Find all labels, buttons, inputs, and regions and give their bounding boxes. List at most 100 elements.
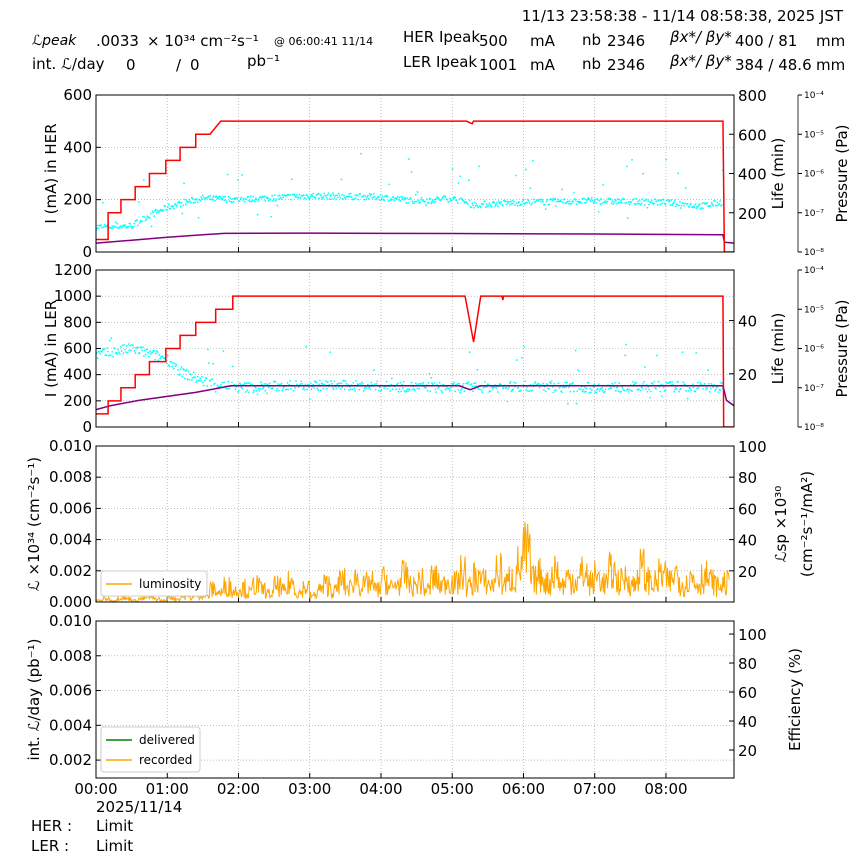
pressure-point bbox=[630, 201, 633, 203]
pressure-point bbox=[357, 198, 360, 201]
pressure-point bbox=[234, 388, 237, 391]
pressure-point bbox=[162, 209, 165, 212]
pressure-point bbox=[626, 388, 629, 391]
pressure-point bbox=[636, 202, 639, 205]
pressure-point bbox=[273, 194, 276, 197]
pressure-point bbox=[554, 197, 557, 200]
pressure-point bbox=[267, 386, 270, 389]
pressure-point bbox=[459, 175, 462, 178]
pressure-point bbox=[166, 354, 169, 357]
pressure-point bbox=[378, 389, 380, 392]
y-right-tick-label: 600 bbox=[738, 126, 767, 144]
pressure-point bbox=[494, 205, 497, 207]
pressure-point bbox=[194, 201, 197, 204]
y-tick-label: 0 bbox=[82, 243, 92, 261]
pressure-axis-label: Pressure (Pa) bbox=[833, 124, 851, 222]
pressure-point bbox=[682, 381, 685, 384]
pressure-point bbox=[679, 200, 681, 203]
pressure-point bbox=[664, 203, 667, 206]
y-right-tick-label: 40 bbox=[738, 313, 757, 331]
pressure-point bbox=[493, 202, 496, 205]
pressure-point bbox=[299, 383, 302, 386]
pressure-point bbox=[306, 194, 309, 196]
plot-frame bbox=[95, 445, 735, 603]
pressure-point bbox=[518, 201, 521, 203]
pressure-point bbox=[366, 196, 368, 199]
pressure-point bbox=[477, 387, 480, 390]
pressure-point bbox=[407, 202, 409, 204]
pressure-point bbox=[510, 202, 513, 205]
pressure-point bbox=[610, 386, 613, 389]
pressure-point bbox=[560, 200, 562, 203]
pressure-point bbox=[232, 200, 235, 203]
pressure-point bbox=[272, 386, 274, 389]
panel-lumi: 0.000 0.002 0.004 0.006 0.008 0.010 20 40 60 80 10… bbox=[25, 437, 816, 611]
pressure-point bbox=[429, 197, 432, 200]
pressure-point bbox=[472, 204, 474, 207]
pressure-point bbox=[199, 199, 202, 202]
pressure-point bbox=[395, 388, 397, 391]
pressure-point bbox=[635, 197, 638, 200]
pressure-point bbox=[637, 200, 639, 203]
pressure-point bbox=[108, 339, 111, 342]
pressure-point bbox=[179, 205, 182, 208]
pressure-point bbox=[166, 209, 168, 211]
pressure-point bbox=[710, 202, 713, 204]
pressure-point bbox=[318, 383, 321, 386]
pressure-point bbox=[354, 390, 356, 392]
pressure-point bbox=[502, 386, 505, 389]
pressure-point bbox=[226, 173, 229, 176]
her-ma-unit: mA bbox=[530, 32, 556, 50]
pressure-point bbox=[351, 388, 354, 391]
pressure-point bbox=[349, 192, 352, 195]
pressure-point bbox=[98, 351, 101, 353]
pressure-point bbox=[252, 195, 255, 198]
pressure-point bbox=[387, 200, 390, 202]
pressure-point bbox=[682, 202, 685, 205]
pressure-point bbox=[687, 390, 690, 392]
pressure-point bbox=[330, 380, 333, 382]
pressure-point bbox=[673, 390, 675, 393]
pressure-point bbox=[397, 198, 400, 201]
pressure-point bbox=[97, 227, 100, 230]
pressure-point bbox=[222, 350, 225, 352]
legend-label-recorded: recorded bbox=[139, 753, 192, 767]
pressure-point bbox=[272, 199, 274, 202]
pressure-point bbox=[512, 202, 515, 205]
pressure-point bbox=[472, 382, 475, 385]
y-tick-label: 400 bbox=[63, 366, 92, 384]
pressure-point bbox=[386, 195, 389, 198]
pressure-point bbox=[531, 202, 533, 204]
pressure-point bbox=[584, 390, 587, 393]
pressure-point bbox=[466, 201, 468, 204]
pressure-point bbox=[696, 387, 698, 390]
pressure-point bbox=[473, 201, 476, 204]
pressure-point bbox=[697, 386, 700, 389]
pressure-point bbox=[561, 201, 564, 204]
pressure-point bbox=[171, 365, 173, 368]
pressure-point bbox=[304, 197, 307, 200]
pressure-point bbox=[136, 224, 139, 227]
pressure-point bbox=[610, 202, 613, 205]
pressure-point bbox=[184, 370, 187, 372]
pressure-point bbox=[255, 390, 258, 392]
pressure-point bbox=[239, 383, 242, 386]
pressure-point bbox=[720, 204, 723, 207]
pressure-point bbox=[175, 205, 178, 208]
pressure-point bbox=[580, 202, 583, 204]
pressure-point bbox=[229, 197, 232, 200]
pressure-point bbox=[245, 198, 248, 201]
pressure-point bbox=[278, 198, 280, 200]
pressure-point bbox=[246, 389, 249, 392]
pressure-point bbox=[339, 388, 342, 390]
pressure-point bbox=[521, 200, 524, 203]
pressure-point bbox=[191, 376, 194, 379]
pressure-point bbox=[301, 382, 303, 385]
pressure-point bbox=[380, 388, 383, 391]
pressure-point bbox=[292, 389, 295, 392]
x-tick-label: 03:00 bbox=[288, 780, 331, 798]
pressure-point bbox=[493, 386, 496, 389]
pressure-tick-label: 10⁻⁴ bbox=[804, 266, 824, 276]
pressure-point bbox=[109, 354, 112, 356]
pressure-point bbox=[240, 196, 243, 199]
